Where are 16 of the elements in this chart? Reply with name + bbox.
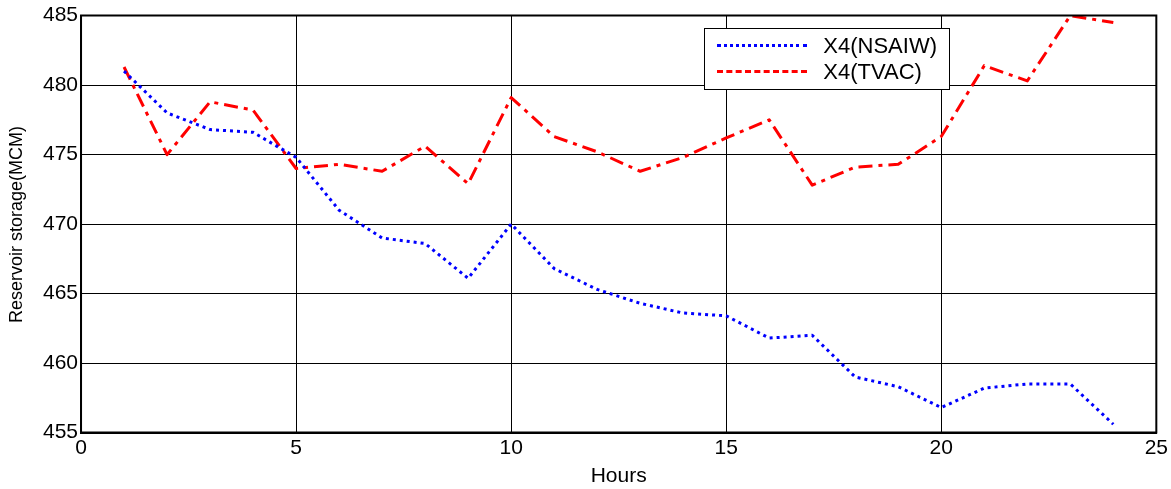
y-tick-label: 475 xyxy=(42,141,79,165)
x-tick-label: 20 xyxy=(929,435,953,458)
legend-label: X4(NSAIW) xyxy=(823,32,937,59)
legend-label: X4(TVAC) xyxy=(823,58,922,85)
x-tick-label: 10 xyxy=(499,435,523,458)
line-series xyxy=(122,15,1115,187)
y-tick-label: 465 xyxy=(42,280,79,304)
y-axis-title: Reservoir storage(MCM) xyxy=(6,125,27,323)
y-tick-label: 460 xyxy=(42,349,79,373)
y-tick-label: 480 xyxy=(42,71,79,95)
x-tick-label: 25 xyxy=(1144,435,1168,458)
y-tick-label: 470 xyxy=(42,210,79,234)
x-tick-label: 15 xyxy=(714,435,738,458)
x-axis-title: Hours xyxy=(590,463,647,487)
y-tick-label: 485 xyxy=(42,2,79,26)
x-tick-label: 5 xyxy=(290,435,302,458)
